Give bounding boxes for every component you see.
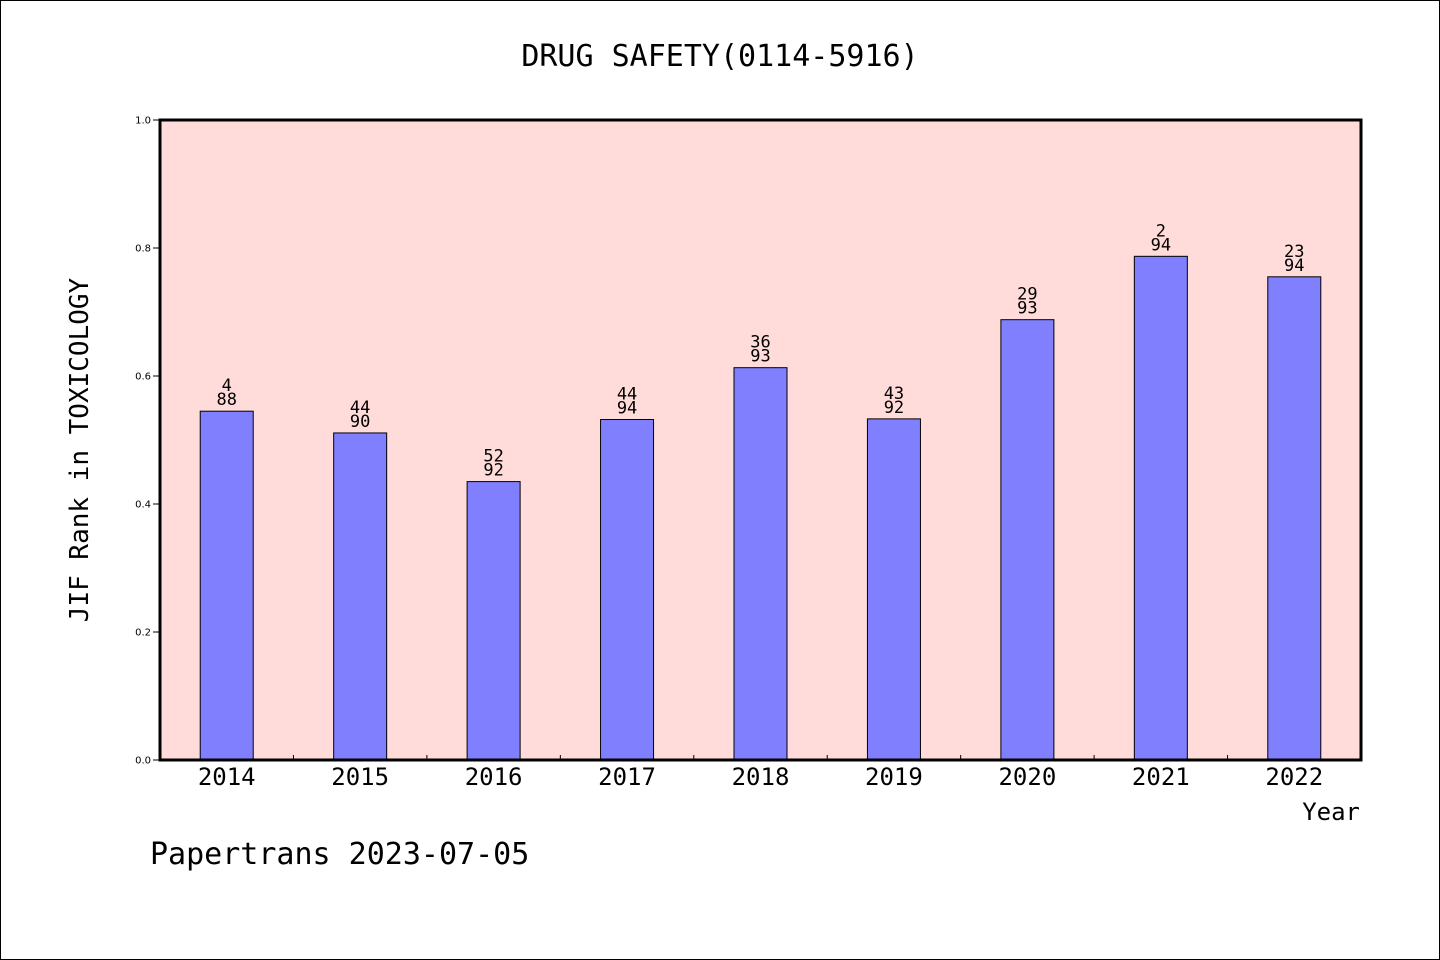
bar-label-total-2015: 90 xyxy=(350,412,370,432)
x-tick-label-2014: 2014 xyxy=(198,763,256,791)
x-axis-label: Year xyxy=(1302,798,1360,826)
x-tick-label-2021: 2021 xyxy=(1132,763,1190,791)
bar-label-rank-2019: 43 xyxy=(884,384,904,404)
y-tick-label: 0.2 xyxy=(135,628,151,639)
bar-label-total-2017: 94 xyxy=(617,399,637,419)
bar-2018 xyxy=(733,367,788,761)
bar-label-total-2022: 94 xyxy=(1284,256,1304,276)
y-tick-label: 0.6 xyxy=(135,372,151,383)
bar-label-rank-2014: 4 xyxy=(222,376,232,396)
bar-2015 xyxy=(333,432,388,761)
bars-group xyxy=(199,255,1322,761)
plot-border xyxy=(158,118,1363,762)
bar-label-rank-2022: 23 xyxy=(1284,242,1304,262)
x-tick-label-2018: 2018 xyxy=(732,763,790,791)
x-tick-label-2019: 2019 xyxy=(865,763,923,791)
bar-label-total-2018: 93 xyxy=(750,347,770,367)
bar-label-rank-2015: 44 xyxy=(350,398,370,418)
x-tick-label-2020: 2020 xyxy=(998,763,1056,791)
bar-label-rank-2017: 44 xyxy=(617,385,637,405)
bar-2019 xyxy=(866,418,921,761)
bar-2016 xyxy=(466,481,521,761)
y-tick-label: 0.8 xyxy=(135,244,151,255)
bar-label-total-2019: 92 xyxy=(884,398,904,418)
chart-title: DRUG SAFETY(0114-5916) xyxy=(521,39,918,74)
bar-2022 xyxy=(1267,276,1322,761)
x-tick-label-2016: 2016 xyxy=(465,763,523,791)
y-tick-label: 0.0 xyxy=(135,756,151,767)
y-axis-ticks: 0.0 0.2 0.4 0.6 0.8 1.0 xyxy=(135,116,160,767)
bar-label-total-2020: 93 xyxy=(1017,299,1037,319)
bar-2020 xyxy=(1000,319,1055,761)
bar-label-total-2016: 92 xyxy=(483,461,503,481)
bar-2014 xyxy=(199,410,254,761)
bar-label-rank-2016: 52 xyxy=(483,447,503,467)
bar-label-rank-2020: 29 xyxy=(1017,285,1037,305)
y-tick-label: 1.0 xyxy=(135,116,151,127)
x-tick-label-2017: 2017 xyxy=(598,763,656,791)
x-tick-label-2015: 2015 xyxy=(331,763,389,791)
bar-label-total-2021: 94 xyxy=(1151,235,1171,255)
bar-2021 xyxy=(1133,255,1188,761)
footer-text: Papertrans 2023-07-05 xyxy=(150,837,529,872)
y-axis-label: JIF Rank in TOXICOLOGY xyxy=(65,277,95,622)
bar-label-rank-2021: 2 xyxy=(1156,221,1166,241)
x-axis-ticks: 2014 2015 2016 2017 2018 2019 2020 2021 2022 xyxy=(198,755,1323,791)
y-tick-label: 0.4 xyxy=(135,500,151,511)
bar-label-total-2014: 88 xyxy=(216,390,236,410)
bar-2017 xyxy=(600,419,655,761)
x-tick-label-2022: 2022 xyxy=(1265,763,1323,791)
bar-label-rank-2018: 36 xyxy=(750,333,770,353)
